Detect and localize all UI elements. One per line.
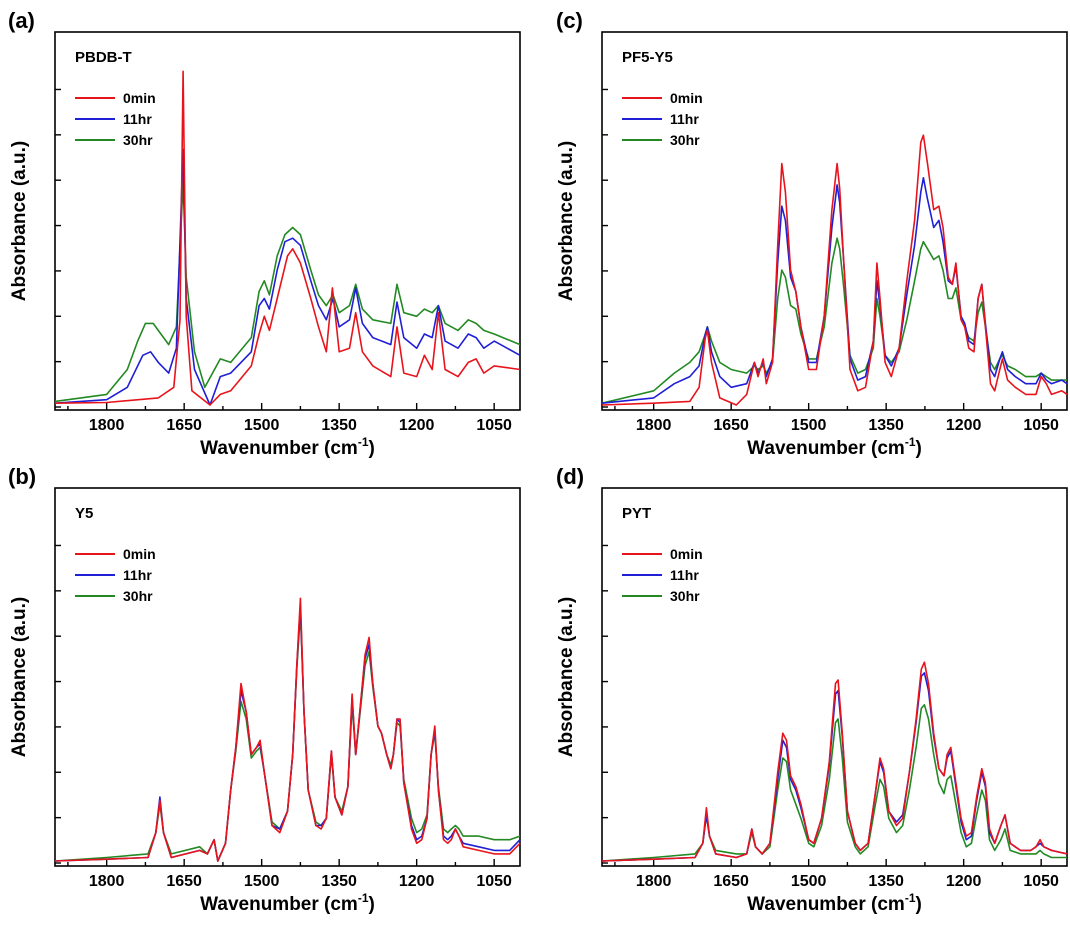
x-tick-label: 1500 xyxy=(791,417,827,434)
x-axis-title: Wavenumber (cm-1) xyxy=(747,435,922,459)
legend-label-0min: 0min xyxy=(123,90,156,106)
x-tick-label: 1800 xyxy=(89,873,125,890)
x-tick-label: 1350 xyxy=(321,417,357,434)
plot-frame xyxy=(54,31,521,411)
series-line-0min xyxy=(54,597,521,862)
panel-title: Y5 xyxy=(75,505,93,522)
legend-label-0min: 0min xyxy=(670,90,703,106)
series-line-11hr xyxy=(54,604,521,862)
panel-label: (a) xyxy=(8,8,35,33)
panel-label: (d) xyxy=(556,464,584,489)
legend-label-0min: 0min xyxy=(123,546,156,562)
y-axis-title: Absorbance (a.u.) xyxy=(556,597,577,757)
legend-label-11hr: 11hr xyxy=(670,567,699,583)
panel-title: PBDB-T xyxy=(75,49,132,66)
x-tick-label: 1200 xyxy=(946,417,982,434)
series-line-30hr xyxy=(54,611,521,862)
series-line-30hr xyxy=(54,180,521,403)
x-tick-label: 1800 xyxy=(636,417,672,434)
x-tick-label: 1200 xyxy=(946,873,982,890)
legend-label-30hr: 30hr xyxy=(123,132,153,148)
series-line-11hr xyxy=(54,148,521,406)
panel-label: (c) xyxy=(556,8,583,33)
x-tick-label: 1050 xyxy=(1023,417,1059,434)
x-tick-label: 1200 xyxy=(399,417,435,434)
x-tick-label: 1050 xyxy=(1023,873,1059,890)
legend-label-11hr: 11hr xyxy=(123,567,152,583)
legend-label-30hr: 30hr xyxy=(123,588,153,604)
series-line-0min xyxy=(54,70,521,406)
panel-title: PYT xyxy=(622,505,651,522)
x-tick-label: 1800 xyxy=(636,873,672,890)
x-tick-label: 1650 xyxy=(166,417,202,434)
legend-label-30hr: 30hr xyxy=(670,588,700,604)
legend-label-11hr: 11hr xyxy=(123,111,152,127)
legend-label-0min: 0min xyxy=(670,546,703,562)
x-tick-label: 1500 xyxy=(244,873,280,890)
series-line-0min xyxy=(601,134,1068,406)
x-tick-label: 1350 xyxy=(868,417,904,434)
x-axis-title: Wavenumber (cm-1) xyxy=(200,435,375,459)
legend-label-30hr: 30hr xyxy=(670,132,700,148)
x-tick-label: 1650 xyxy=(713,873,749,890)
legend-label-11hr: 11hr xyxy=(670,111,699,127)
x-tick-label: 1050 xyxy=(476,873,512,890)
y-axis-title: Absorbance (a.u.) xyxy=(9,597,30,757)
x-tick-label: 1500 xyxy=(791,873,827,890)
x-tick-label: 1650 xyxy=(713,417,749,434)
plot-frame xyxy=(601,31,1068,411)
x-axis-title: Wavenumber (cm-1) xyxy=(200,891,375,915)
x-tick-label: 1350 xyxy=(868,873,904,890)
y-axis-title: Absorbance (a.u.) xyxy=(9,141,30,301)
x-tick-label: 1200 xyxy=(399,873,435,890)
x-tick-label: 1500 xyxy=(244,417,280,434)
x-tick-label: 1350 xyxy=(321,873,357,890)
x-tick-label: 1650 xyxy=(166,873,202,890)
series-line-0min xyxy=(601,661,1068,862)
y-axis-title: Absorbance (a.u.) xyxy=(556,141,577,301)
series-line-11hr xyxy=(601,177,1068,404)
plot-frame xyxy=(54,487,521,867)
panel-title: PF5-Y5 xyxy=(622,49,673,66)
panel-label: (b) xyxy=(8,464,36,489)
x-axis-title: Wavenumber (cm-1) xyxy=(747,891,922,915)
x-tick-label: 1050 xyxy=(476,417,512,434)
x-tick-label: 1800 xyxy=(89,417,125,434)
plot-frame xyxy=(601,487,1068,867)
